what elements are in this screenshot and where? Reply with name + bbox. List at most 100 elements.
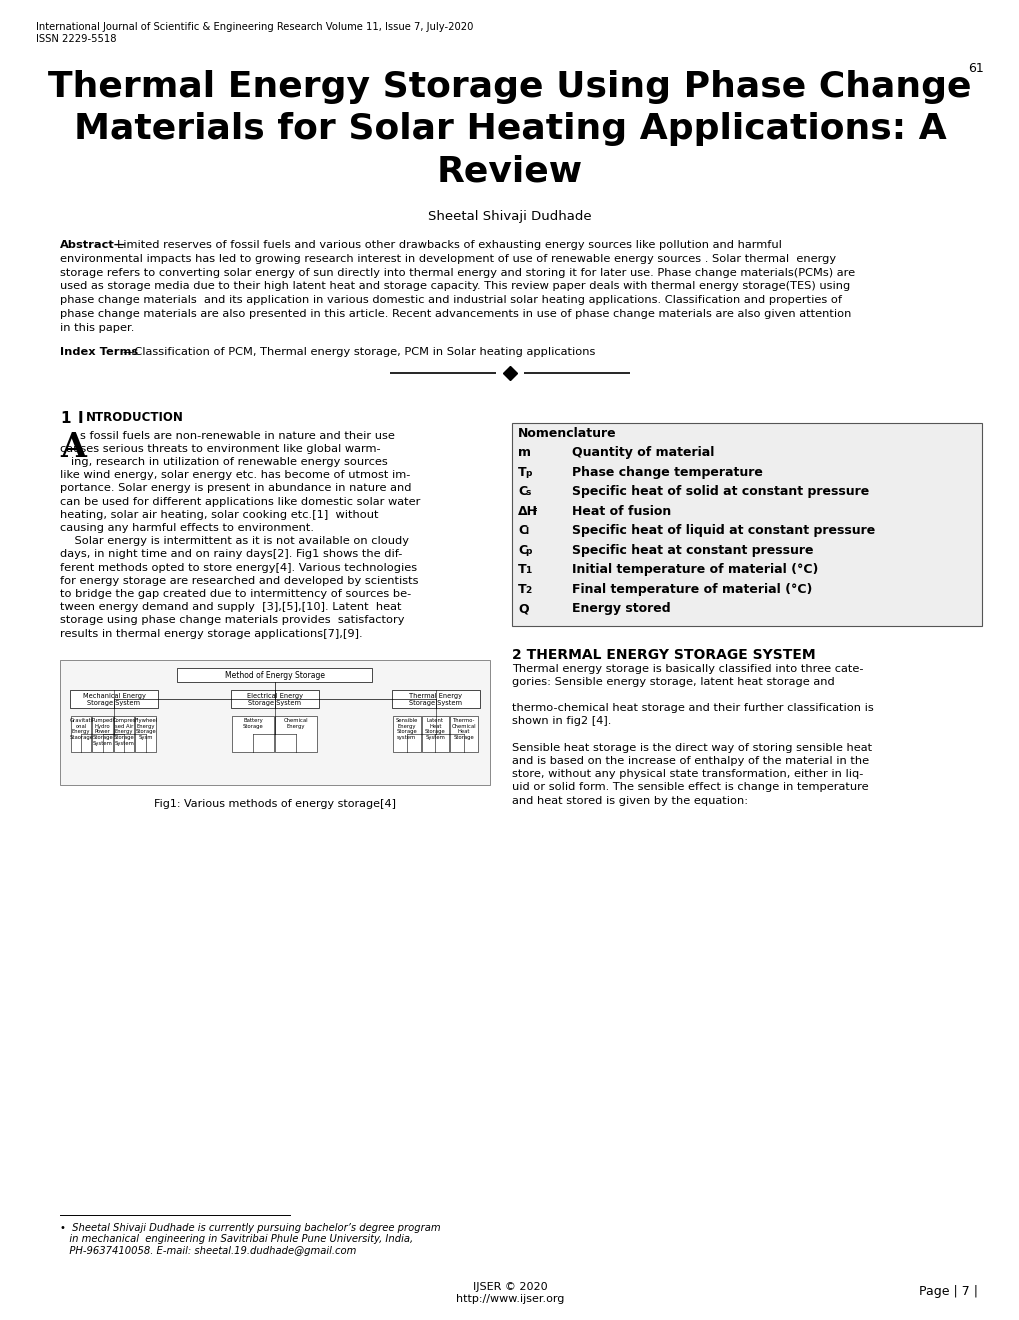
Text: Electrical Energy
Storage System: Electrical Energy Storage System	[247, 693, 303, 706]
Text: 1: 1	[60, 411, 70, 425]
Text: Nomenclature: Nomenclature	[518, 426, 616, 440]
Text: Materials for Solar Heating Applications: A: Materials for Solar Heating Applications…	[73, 112, 946, 147]
Text: Fig1: Various methods of energy storage[4]: Fig1: Various methods of energy storage[…	[154, 799, 395, 809]
Bar	[93, 715, 113, 752]
Text: ferent methods opted to store energy[4]. Various technologies: ferent methods opted to store energy[4].…	[60, 562, 417, 573]
Text: Quantity of material: Quantity of material	[572, 446, 713, 459]
Text: can be used for different applications like domestic solar water: can be used for different applications l…	[60, 496, 420, 507]
Text: causing any harmful effects to environment.: causing any harmful effects to environme…	[60, 523, 314, 533]
Text: Q: Q	[518, 602, 528, 615]
Text: C: C	[518, 544, 527, 557]
Text: like wind energy, solar energy etc. has become of utmost im-: like wind energy, solar energy etc. has …	[60, 470, 410, 480]
Text: environmental impacts has led to growing research interest in development of use: environmental impacts has led to growing…	[60, 253, 836, 264]
Text: phase change materials are also presented in this article. Recent advancements i: phase change materials are also presente…	[60, 309, 851, 319]
Text: phase change materials  and its application in various domestic and industrial s: phase change materials and its applicati…	[60, 296, 841, 305]
Text: thermo-chemical heat storage and their further classification is: thermo-chemical heat storage and their f…	[512, 704, 873, 713]
Bar	[450, 715, 478, 752]
Text: Initial temperature of material (°C): Initial temperature of material (°C)	[572, 564, 817, 576]
Text: portance. Solar energy is present in abundance in nature and: portance. Solar energy is present in abu…	[60, 483, 411, 494]
Text: IJSER © 2020: IJSER © 2020	[472, 1282, 547, 1292]
Bar	[114, 715, 135, 752]
Text: Limited reserves of fossil fuels and various other drawbacks of exhausting energ: Limited reserves of fossil fuels and var…	[117, 240, 782, 249]
Text: 1: 1	[525, 566, 531, 576]
Text: ISSN 2229-5518: ISSN 2229-5518	[36, 34, 116, 44]
Bar	[231, 715, 274, 752]
Text: m: m	[518, 446, 531, 459]
Text: Thermal Energy
Storage System: Thermal Energy Storage System	[409, 693, 462, 706]
Text: T: T	[518, 564, 526, 576]
Text: Thermo-
Chemical
Heat
Storage: Thermo- Chemical Heat Storage	[451, 718, 476, 741]
Text: Specific heat at constant pressure: Specific heat at constant pressure	[572, 544, 813, 557]
Text: Mechanical Energy
Storage System: Mechanical Energy Storage System	[83, 693, 146, 706]
Text: Page | 7 |: Page | 7 |	[918, 1284, 977, 1298]
Text: used as storage media due to their high latent heat and storage capacity. This r: used as storage media due to their high …	[60, 281, 850, 292]
Text: in this paper.: in this paper.	[60, 323, 135, 333]
Bar	[70, 690, 158, 708]
Text: uid or solid form. The sensible effect is change in temperature: uid or solid form. The sensible effect i…	[512, 783, 868, 792]
Text: Abstract—: Abstract—	[60, 240, 126, 249]
Bar	[60, 660, 489, 785]
Text: T: T	[518, 466, 526, 479]
Text: storage using phase change materials provides  satisfactory: storage using phase change materials pro…	[60, 615, 405, 626]
Bar	[512, 422, 981, 626]
Text: to bridge the gap created due to intermittency of sources be-: to bridge the gap created due to intermi…	[60, 589, 411, 599]
Bar	[230, 690, 319, 708]
Text: l: l	[525, 527, 528, 536]
Bar	[391, 690, 480, 708]
Text: Heat of fusion: Heat of fusion	[572, 504, 671, 517]
Text: causes serious threats to environment like global warm-: causes serious threats to environment li…	[60, 444, 380, 454]
Text: Thermal Energy Storage Using Phase Change: Thermal Energy Storage Using Phase Chang…	[48, 70, 971, 104]
Text: Method of Energy Storage: Method of Energy Storage	[225, 671, 325, 680]
Text: gories: Sensible energy storage, latent heat storage and: gories: Sensible energy storage, latent …	[512, 677, 834, 686]
Text: Sensible
Energy
Storage
system: Sensible Energy Storage system	[395, 718, 418, 741]
Text: storage refers to converting solar energy of sun directly into thermal energy an: storage refers to converting solar energ…	[60, 268, 854, 277]
Text: ing, research in utilization of renewable energy sources: ing, research in utilization of renewabl…	[60, 457, 387, 467]
Bar	[421, 715, 449, 752]
Text: Specific heat of liquid at constant pressure: Specific heat of liquid at constant pres…	[572, 524, 874, 537]
Text: Phase change temperature: Phase change temperature	[572, 466, 762, 479]
Text: A: A	[60, 430, 86, 463]
Text: Pumped
Hydro
Power
Storage
System: Pumped Hydro Power Storage System	[92, 718, 113, 746]
Text: results in thermal energy storage applications[7],[9].: results in thermal energy storage applic…	[60, 628, 363, 639]
Text: Chemical
Energy: Chemical Energy	[283, 718, 308, 729]
Text: ΔH: ΔH	[518, 504, 537, 517]
Text: Latent
Heat
Storage
System: Latent Heat Storage System	[425, 718, 445, 741]
Text: tween energy demand and supply  [3],[5],[10]. Latent  heat: tween energy demand and supply [3],[5],[…	[60, 602, 401, 612]
Text: p: p	[525, 546, 531, 556]
Text: and heat stored is given by the equation:: and heat stored is given by the equation…	[512, 796, 747, 805]
Text: http://www.ijser.org: http://www.ijser.org	[455, 1294, 564, 1304]
Text: shown in fig2 [4].: shown in fig2 [4].	[512, 717, 610, 726]
Bar	[177, 668, 372, 682]
Text: Final temperature of material (°C): Final temperature of material (°C)	[572, 582, 811, 595]
Text: for energy storage are researched and developed by scientists: for energy storage are researched and de…	[60, 576, 418, 586]
Text: —Classification of PCM, Thermal energy storage, PCM in Solar heating application: —Classification of PCM, Thermal energy s…	[123, 347, 595, 356]
Text: f: f	[533, 508, 536, 516]
Text: s fossil fuels are non-renewable in nature and their use: s fossil fuels are non-renewable in natu…	[79, 430, 394, 441]
Text: NTRODUCTION: NTRODUCTION	[86, 411, 183, 424]
Text: Thermal energy storage is basically classified into three cate-: Thermal energy storage is basically clas…	[512, 664, 863, 673]
Text: Solar energy is intermittent as it is not available on cloudy: Solar energy is intermittent as it is no…	[60, 536, 409, 546]
Text: Sensible heat storage is the direct way of storing sensible heat: Sensible heat storage is the direct way …	[512, 743, 871, 752]
Text: 2: 2	[525, 586, 531, 594]
Text: s: s	[525, 488, 530, 498]
Text: 61: 61	[967, 62, 983, 75]
Text: store, without any physical state transformation, either in liq-: store, without any physical state transf…	[512, 770, 862, 779]
Text: I: I	[77, 411, 84, 425]
Text: in mechanical  engineering in Savitribai Phule Pune University, India,: in mechanical engineering in Savitribai …	[60, 1234, 413, 1245]
Bar	[392, 715, 420, 752]
Text: Flywheel
Energy
Storage
Sysm: Flywheel Energy Storage Sysm	[133, 718, 157, 741]
Text: •  Sheetal Shivaji Dudhade is currently pursuing bachelor’s degree program: • Sheetal Shivaji Dudhade is currently p…	[60, 1224, 440, 1233]
Text: C: C	[518, 486, 527, 498]
Text: and is based on the increase of enthalpy of the material in the: and is based on the increase of enthalpy…	[512, 756, 868, 766]
Text: International Journal of Scientific & Engineering Research Volume 11, Issue 7, J: International Journal of Scientific & En…	[36, 22, 473, 32]
Text: Battery
Storage: Battery Storage	[243, 718, 263, 729]
Text: Index Terms: Index Terms	[60, 347, 138, 356]
Text: Compres
sed Air
Energy
Storage
System: Compres sed Air Energy Storage System	[112, 718, 136, 746]
Text: Specific heat of solid at constant pressure: Specific heat of solid at constant press…	[572, 486, 868, 498]
Text: Energy stored: Energy stored	[572, 602, 669, 615]
Text: days, in night time and on rainy days[2]. Fig1 shows the dif-: days, in night time and on rainy days[2]…	[60, 549, 401, 560]
Text: Sheetal Shivaji Dudhade: Sheetal Shivaji Dudhade	[428, 210, 591, 223]
Bar	[275, 715, 317, 752]
Bar	[136, 715, 156, 752]
Bar	[71, 715, 92, 752]
